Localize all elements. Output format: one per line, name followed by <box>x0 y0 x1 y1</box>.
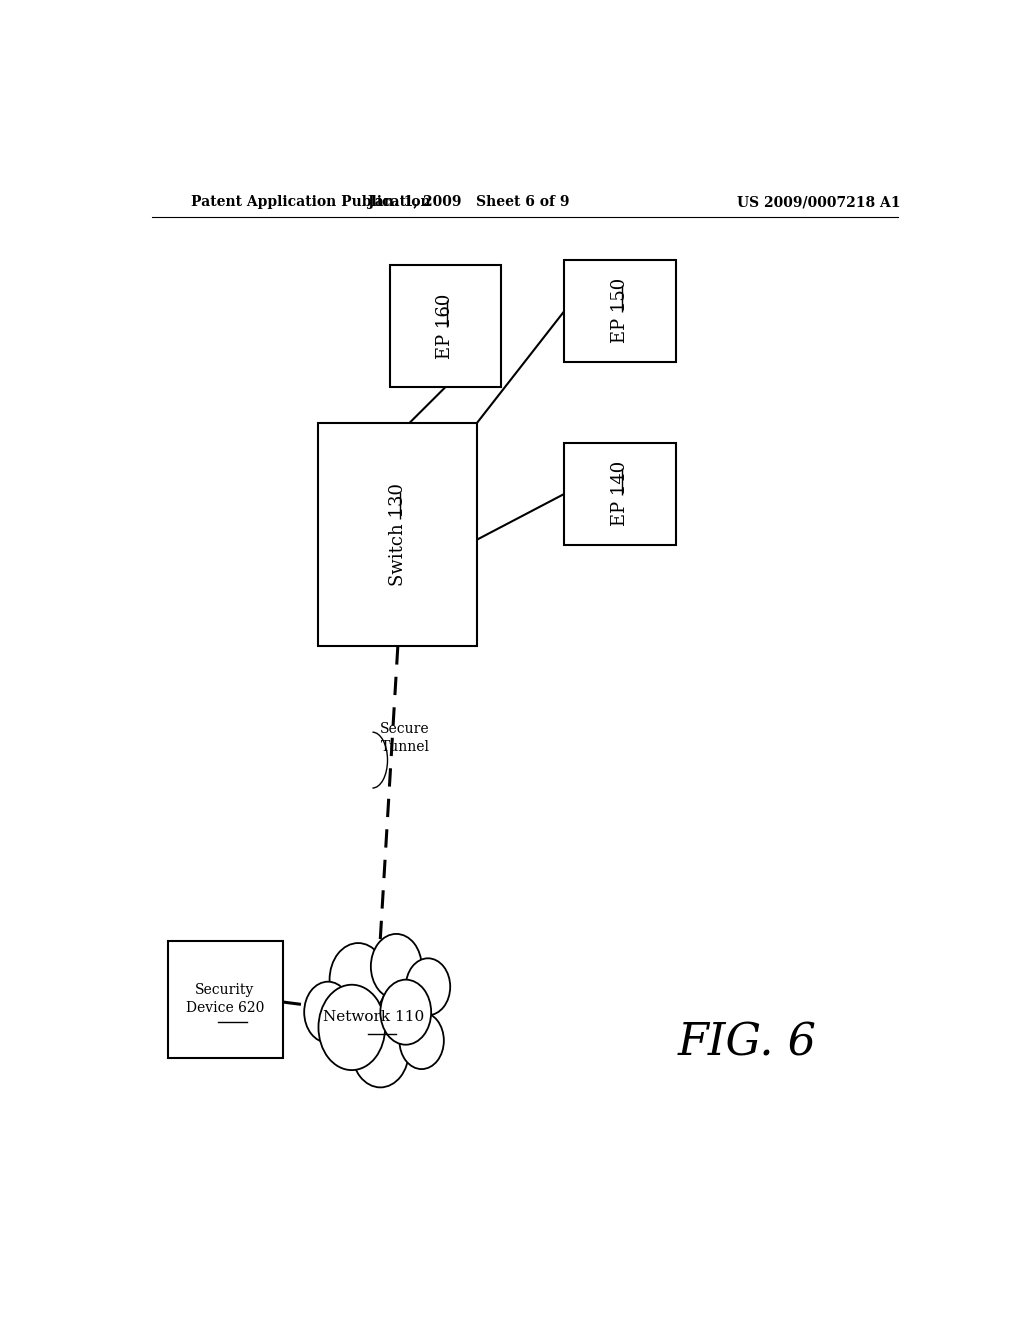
Circle shape <box>330 942 387 1016</box>
Circle shape <box>318 985 385 1071</box>
Text: Switch 130: Switch 130 <box>389 483 407 586</box>
Circle shape <box>304 982 352 1043</box>
Circle shape <box>406 958 451 1015</box>
Text: Patent Application Publication: Patent Application Publication <box>191 195 431 209</box>
Circle shape <box>399 1012 443 1069</box>
Text: EP 150: EP 150 <box>611 279 629 343</box>
FancyBboxPatch shape <box>564 260 676 362</box>
Circle shape <box>352 1014 409 1088</box>
Text: Network 110: Network 110 <box>324 1010 425 1024</box>
Circle shape <box>371 935 422 999</box>
Circle shape <box>380 979 431 1044</box>
FancyBboxPatch shape <box>168 941 283 1057</box>
FancyBboxPatch shape <box>390 265 501 387</box>
Text: FIG. 6: FIG. 6 <box>678 1022 816 1064</box>
Text: Security
Device 620: Security Device 620 <box>185 983 264 1015</box>
FancyBboxPatch shape <box>318 422 477 647</box>
Text: EP 140: EP 140 <box>611 461 629 527</box>
Text: Secure
Tunnel: Secure Tunnel <box>380 722 430 754</box>
Text: EP 160: EP 160 <box>436 293 455 359</box>
FancyBboxPatch shape <box>564 444 676 545</box>
Text: Jan. 1, 2009   Sheet 6 of 9: Jan. 1, 2009 Sheet 6 of 9 <box>369 195 570 209</box>
Text: US 2009/0007218 A1: US 2009/0007218 A1 <box>736 195 900 209</box>
